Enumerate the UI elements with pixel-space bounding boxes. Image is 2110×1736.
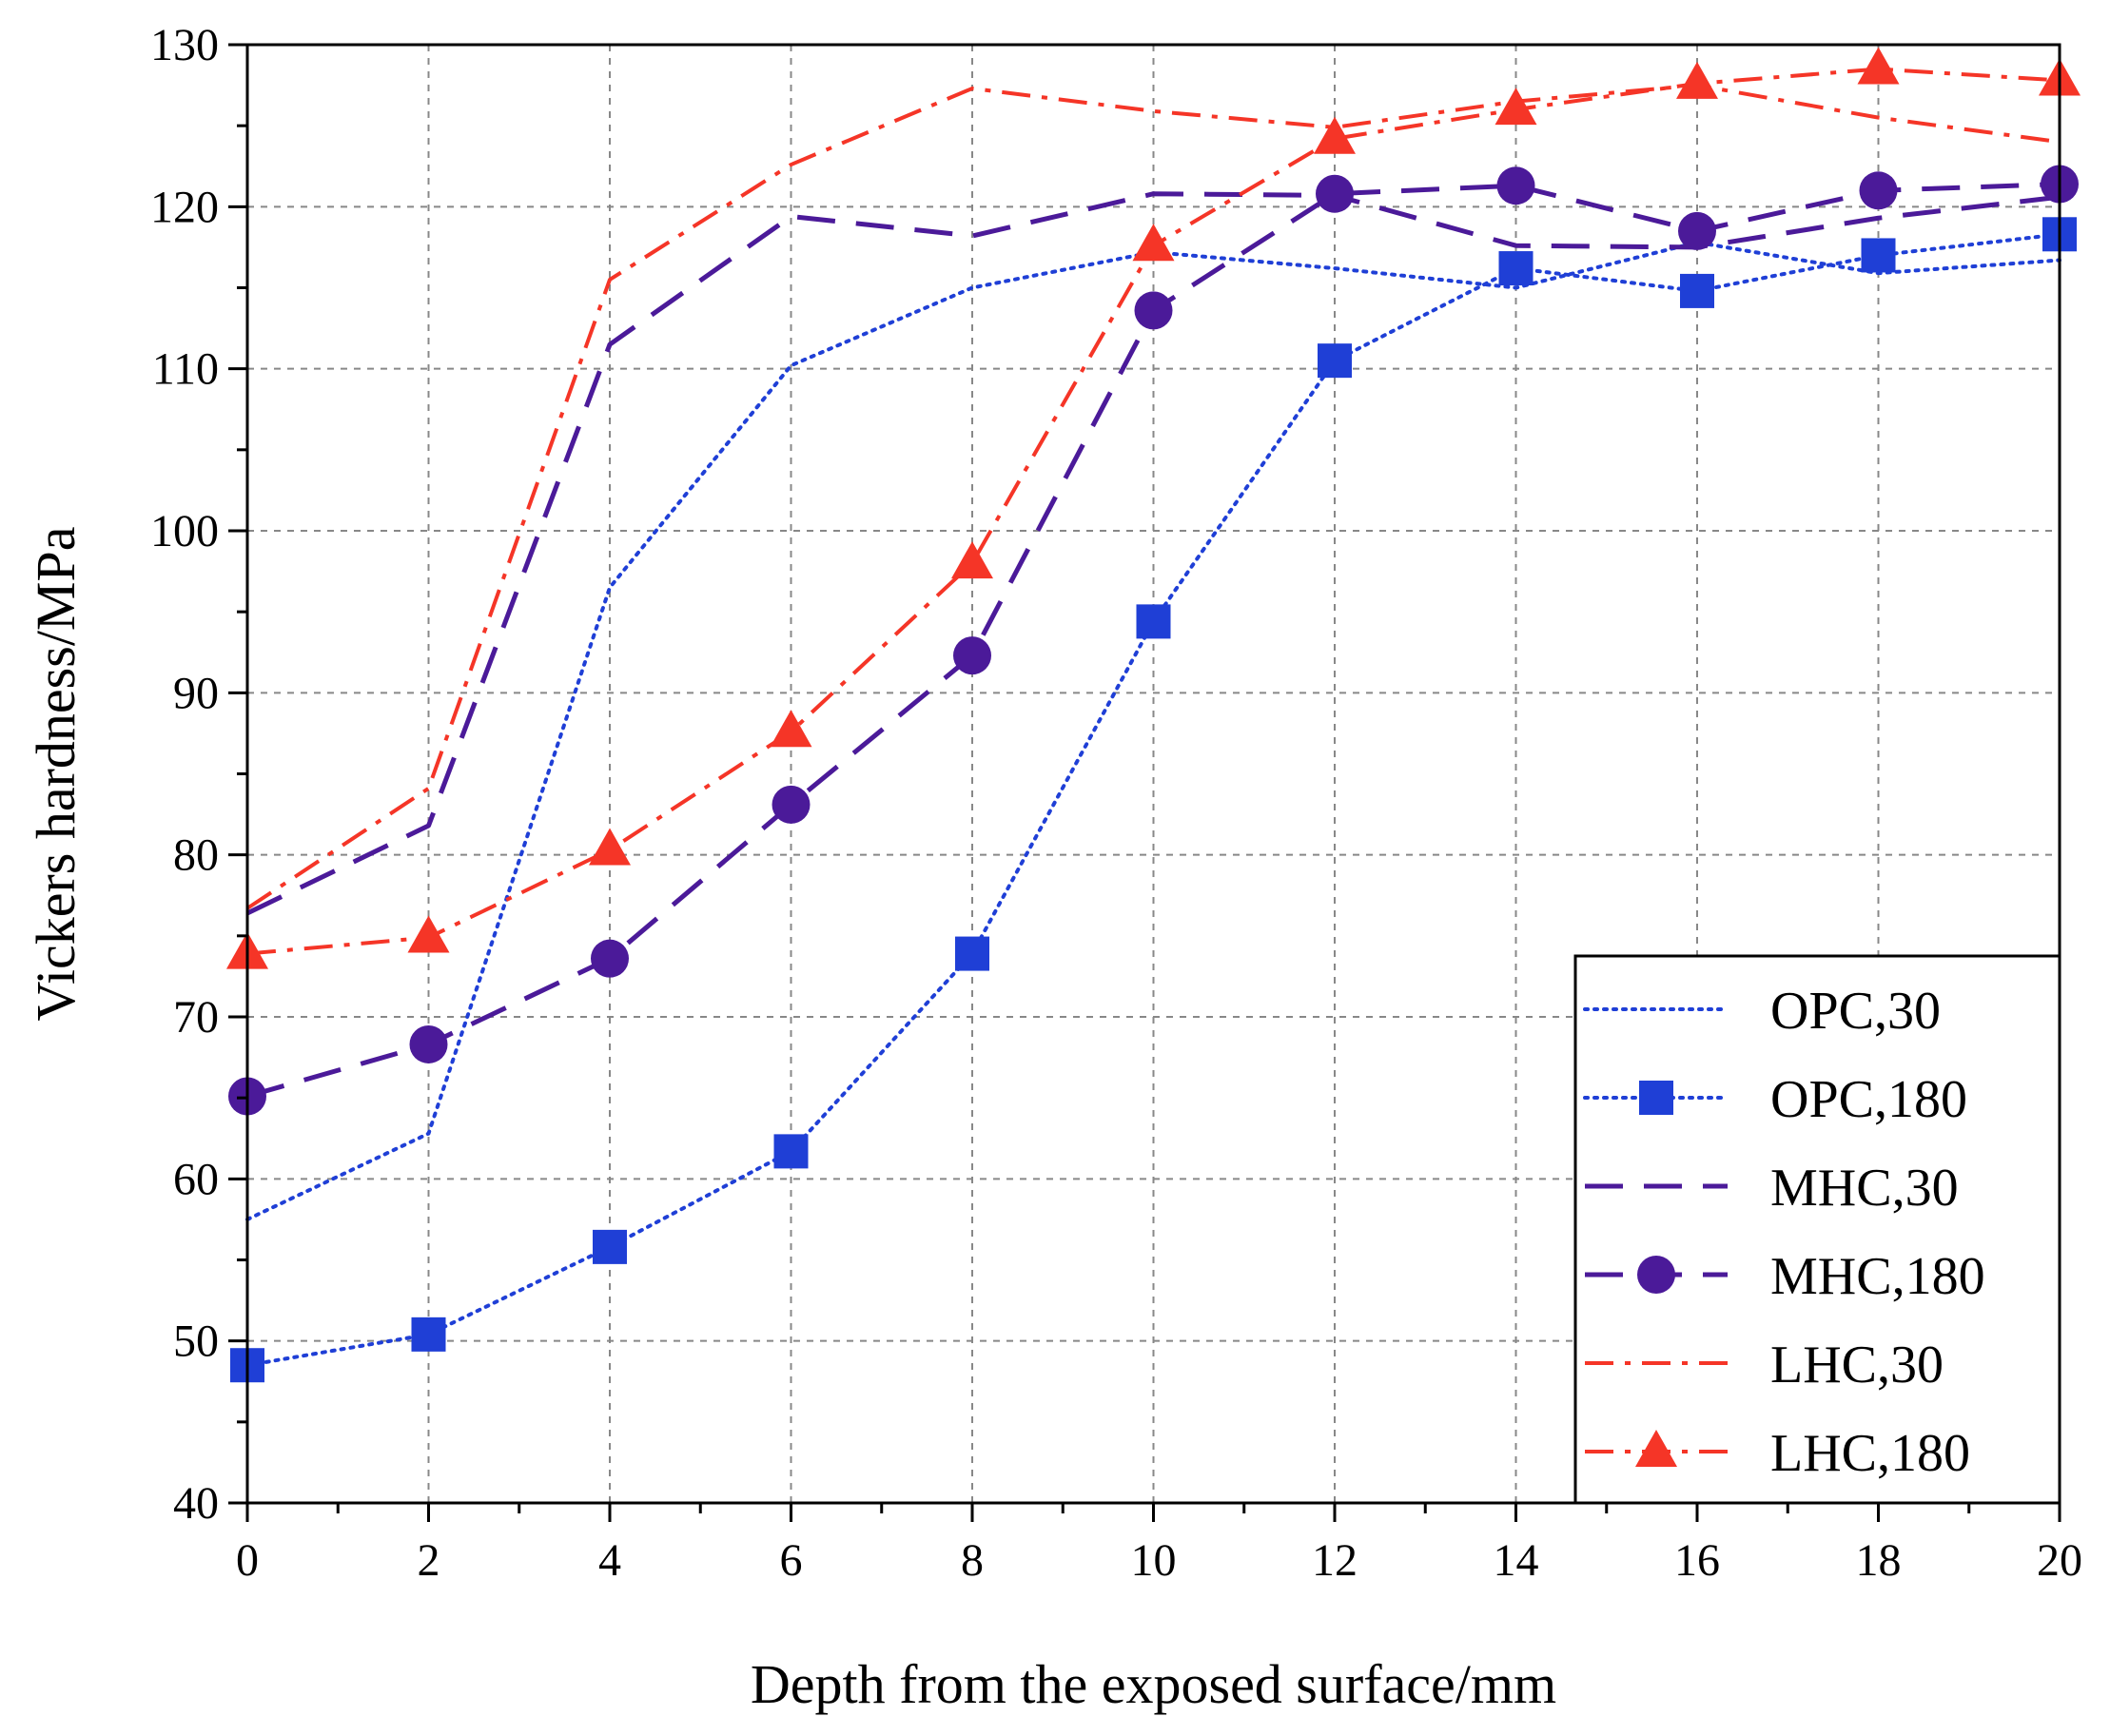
x-tick-label: 14 (1494, 1535, 1539, 1586)
data-point (953, 636, 991, 675)
series-mhc-30 (245, 191, 2061, 916)
legend: OPC,30 OPC,180 MHC,30 MHC,180 LHC,30 LHC,180 (1573, 954, 2061, 1505)
series-layer (226, 47, 2081, 1383)
data-point (955, 936, 989, 971)
y-tick-label: 90 (173, 668, 219, 718)
data-point (1676, 61, 1718, 99)
legend-label: MHC,30 (1770, 1159, 1959, 1218)
series-line (245, 83, 2061, 910)
data-point (1136, 604, 1171, 639)
x-tick-label: 2 (418, 1535, 440, 1586)
x-tick-label: 16 (1674, 1535, 1720, 1586)
legend-marker (1637, 1256, 1675, 1294)
data-point (1678, 211, 1716, 250)
legend-item: OPC,180 (1583, 1070, 1967, 1129)
data-point (1680, 273, 1714, 308)
x-tick-label: 8 (961, 1535, 984, 1586)
data-point (407, 915, 450, 953)
data-point (411, 1317, 446, 1352)
y-tick-label: 80 (173, 830, 219, 881)
legend-label: OPC,180 (1770, 1070, 1967, 1129)
tick-labels: 0 2 4 6 8 10 12 14 16 18 20 40 50 60 70 80 90 100 110 120 13… (150, 20, 2082, 1586)
ticks (228, 43, 2061, 1522)
data-point (1498, 251, 1534, 286)
y-tick-label: 130 (150, 20, 219, 70)
y-tick-label: 50 (173, 1317, 219, 1367)
legend-label: MHC,180 (1770, 1247, 1985, 1306)
data-point (591, 939, 629, 978)
data-point (1857, 47, 1900, 85)
data-point (951, 541, 993, 579)
x-tick-label: 20 (2037, 1535, 2082, 1586)
data-point (1859, 171, 1898, 210)
x-tick-label: 6 (780, 1535, 803, 1586)
data-point (773, 1134, 809, 1169)
legend-label: LHC,180 (1770, 1424, 1970, 1483)
data-point (409, 1024, 448, 1063)
data-point (589, 828, 631, 866)
series-line (245, 191, 2061, 916)
x-axis-title: Depth from the exposed surface/mm (751, 1653, 1556, 1715)
x-tick-label: 10 (1131, 1535, 1177, 1586)
data-point (770, 710, 812, 748)
y-tick-label: 60 (173, 1154, 219, 1204)
data-point (1134, 291, 1173, 330)
x-tick-label: 4 (598, 1535, 621, 1586)
legend-box (1573, 954, 2061, 1505)
legend-item: LHC,30 (1585, 1336, 1944, 1395)
data-point (1495, 88, 1537, 126)
legend-marker (1639, 1081, 1673, 1115)
y-tick-label: 40 (173, 1478, 219, 1529)
x-tick-label: 12 (1312, 1535, 1358, 1586)
legend-marker (1635, 1430, 1677, 1467)
y-axis-title: Vickers hardness/MPa (25, 526, 87, 1021)
y-tick-label: 100 (150, 506, 219, 556)
x-tick-label: 0 (236, 1535, 259, 1586)
y-tick-label: 110 (152, 344, 219, 395)
legend-item: MHC,30 (1585, 1159, 1959, 1218)
legend-item: OPC,30 (1583, 982, 1941, 1041)
data-point (1496, 166, 1535, 205)
legend-label: LHC,30 (1770, 1336, 1944, 1395)
legend-item: LHC,180 (1585, 1424, 1970, 1483)
legend-label: OPC,30 (1770, 982, 1941, 1041)
series-lhc-30 (245, 83, 2061, 910)
legend-item: MHC,180 (1585, 1247, 1985, 1306)
y-tick-label: 70 (173, 992, 219, 1043)
x-tick-label: 18 (1856, 1535, 1902, 1586)
data-point (772, 785, 811, 824)
y-tick-label: 120 (150, 182, 219, 232)
data-point (1861, 238, 1896, 273)
data-point (593, 1229, 627, 1264)
data-point (1316, 174, 1354, 213)
data-point (1314, 116, 1356, 154)
data-point (1318, 343, 1352, 379)
data-point (1132, 224, 1175, 262)
